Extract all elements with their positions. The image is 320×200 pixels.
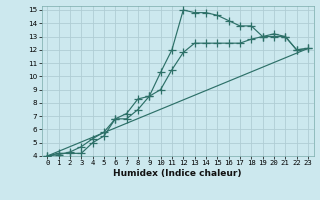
X-axis label: Humidex (Indice chaleur): Humidex (Indice chaleur)	[113, 169, 242, 178]
